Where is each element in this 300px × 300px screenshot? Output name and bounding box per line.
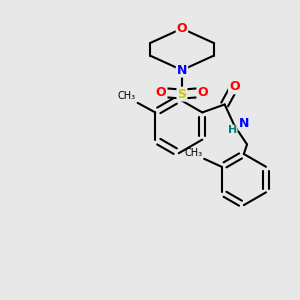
Text: H: H	[228, 125, 237, 135]
Text: O: O	[229, 80, 240, 93]
Text: CH₃: CH₃	[184, 148, 202, 158]
Text: N: N	[177, 64, 187, 76]
Text: O: O	[156, 86, 166, 99]
Text: O: O	[197, 86, 208, 99]
Text: S: S	[178, 88, 187, 100]
Text: CH₃: CH₃	[118, 91, 136, 101]
Text: N: N	[239, 117, 249, 130]
Text: O: O	[177, 22, 187, 35]
